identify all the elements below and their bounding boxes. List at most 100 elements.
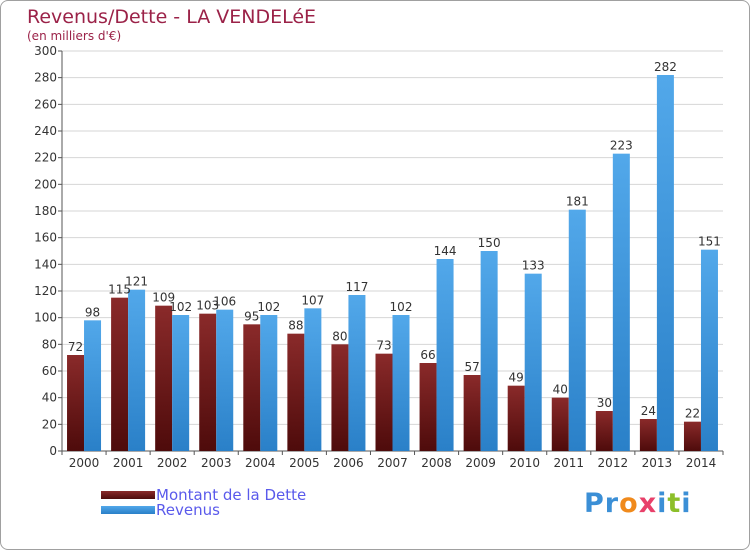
data-label-revenus: 102 bbox=[169, 300, 192, 314]
data-label-dette: 66 bbox=[420, 348, 435, 362]
x-tick-label: 2014 bbox=[686, 456, 717, 470]
data-label-revenus: 282 bbox=[654, 60, 677, 74]
data-label-dette: 57 bbox=[464, 360, 479, 374]
data-label-dette: 115 bbox=[108, 283, 131, 297]
data-label-revenus: 133 bbox=[522, 259, 545, 273]
y-tick-label: 0 bbox=[49, 444, 57, 458]
bar-dette bbox=[243, 324, 261, 451]
y-tick-label: 120 bbox=[34, 284, 57, 298]
data-label-dette: 88 bbox=[288, 319, 303, 333]
y-tick-label: 160 bbox=[34, 231, 57, 245]
x-tick-label: 2010 bbox=[509, 456, 540, 470]
x-tick-label: 2009 bbox=[465, 456, 496, 470]
bar-dette bbox=[419, 363, 437, 451]
legend-swatch-dette bbox=[101, 491, 155, 499]
bar-dette bbox=[595, 411, 613, 451]
data-label-dette: 40 bbox=[553, 383, 568, 397]
x-tick-label: 2004 bbox=[245, 456, 276, 470]
data-label-dette: 49 bbox=[509, 371, 524, 385]
bar-dette bbox=[463, 375, 481, 451]
bar-dette bbox=[639, 419, 657, 451]
chart-title: Revenus/Dette - LA VENDELéE bbox=[27, 6, 317, 28]
bar-dette bbox=[67, 355, 85, 451]
data-label-dette: 22 bbox=[685, 407, 700, 421]
proxiti-logo: Proxiti bbox=[584, 488, 692, 519]
bar-revenus bbox=[260, 315, 278, 451]
logo-letter: i bbox=[657, 488, 668, 519]
data-label-dette: 80 bbox=[332, 329, 347, 343]
y-tick-label: 240 bbox=[34, 124, 57, 138]
logo-letter: r bbox=[604, 488, 620, 519]
bar-dette bbox=[507, 385, 525, 451]
logo-letter: i bbox=[681, 488, 692, 519]
logo-letter: x bbox=[638, 488, 658, 519]
y-tick-label: 20 bbox=[42, 417, 57, 431]
bar-dette bbox=[111, 297, 129, 451]
y-tick-label: 80 bbox=[42, 337, 57, 351]
y-tick-label: 100 bbox=[34, 311, 57, 325]
y-tick-label: 140 bbox=[34, 257, 57, 271]
bar-dette bbox=[155, 305, 173, 451]
legend-label-revenus: Revenus bbox=[156, 501, 220, 519]
x-tick-label: 2005 bbox=[289, 456, 320, 470]
logo-letter: P bbox=[584, 488, 605, 519]
y-tick-label: 200 bbox=[34, 177, 57, 191]
y-tick-label: 260 bbox=[34, 97, 57, 111]
x-tick-label: 2002 bbox=[157, 456, 188, 470]
y-tick-label: 280 bbox=[34, 71, 57, 85]
logo-letter: o bbox=[619, 488, 639, 519]
bar-revenus bbox=[612, 153, 630, 451]
data-label-dette: 73 bbox=[376, 339, 391, 353]
data-label-revenus: 102 bbox=[390, 300, 413, 314]
x-tick-label: 2006 bbox=[333, 456, 364, 470]
bar-revenus bbox=[304, 308, 322, 451]
bar-dette bbox=[199, 313, 217, 451]
x-tick-label: 2013 bbox=[642, 456, 673, 470]
x-tick-label: 2012 bbox=[598, 456, 629, 470]
bar-revenus bbox=[436, 259, 454, 451]
bar-revenus bbox=[84, 320, 102, 451]
data-label-revenus: 117 bbox=[345, 280, 368, 294]
x-tick-label: 2001 bbox=[113, 456, 144, 470]
data-label-revenus: 181 bbox=[566, 195, 589, 209]
legend-label-dette: Montant de la Dette bbox=[156, 486, 307, 504]
data-label-dette: 72 bbox=[68, 340, 83, 354]
bar-dette bbox=[331, 344, 349, 451]
data-label-revenus: 98 bbox=[85, 305, 100, 319]
bar-revenus bbox=[216, 309, 234, 451]
data-label-revenus: 106 bbox=[213, 295, 236, 309]
x-tick-label: 2007 bbox=[377, 456, 408, 470]
bar-revenus bbox=[172, 315, 190, 451]
bar-revenus bbox=[656, 75, 674, 451]
data-label-dette: 24 bbox=[641, 404, 656, 418]
bar-dette bbox=[551, 397, 569, 451]
x-tick-label: 2011 bbox=[553, 456, 584, 470]
data-label-revenus: 150 bbox=[478, 236, 501, 250]
bar-layer bbox=[67, 75, 718, 451]
axis-layer: 0 20 40 60 80 100 120 140 160 180 200 220 240 260 280 3… bbox=[34, 44, 724, 470]
data-label-revenus: 223 bbox=[610, 139, 633, 153]
y-tick-label: 300 bbox=[34, 44, 57, 58]
bar-dette bbox=[683, 421, 701, 451]
x-tick-label: 2003 bbox=[201, 456, 232, 470]
logo-letter: t bbox=[667, 488, 682, 519]
data-label-revenus: 144 bbox=[434, 244, 457, 258]
bar-dette bbox=[375, 353, 393, 451]
data-label-dette: 95 bbox=[244, 309, 259, 323]
data-label-revenus: 107 bbox=[301, 293, 324, 307]
y-tick-label: 60 bbox=[42, 364, 57, 378]
data-label-revenus: 151 bbox=[698, 235, 721, 249]
data-label-dette: 103 bbox=[196, 299, 219, 313]
chart-subtitle: (en milliers d'€) bbox=[27, 29, 122, 43]
bar-revenus bbox=[700, 249, 718, 451]
bar-revenus bbox=[348, 295, 366, 451]
y-tick-label: 180 bbox=[34, 204, 57, 218]
data-label-dette: 109 bbox=[152, 291, 175, 305]
legend-swatch-revenus bbox=[101, 506, 155, 514]
y-tick-label: 220 bbox=[34, 151, 57, 165]
bar-revenus bbox=[524, 273, 542, 451]
x-tick-label: 2000 bbox=[69, 456, 100, 470]
